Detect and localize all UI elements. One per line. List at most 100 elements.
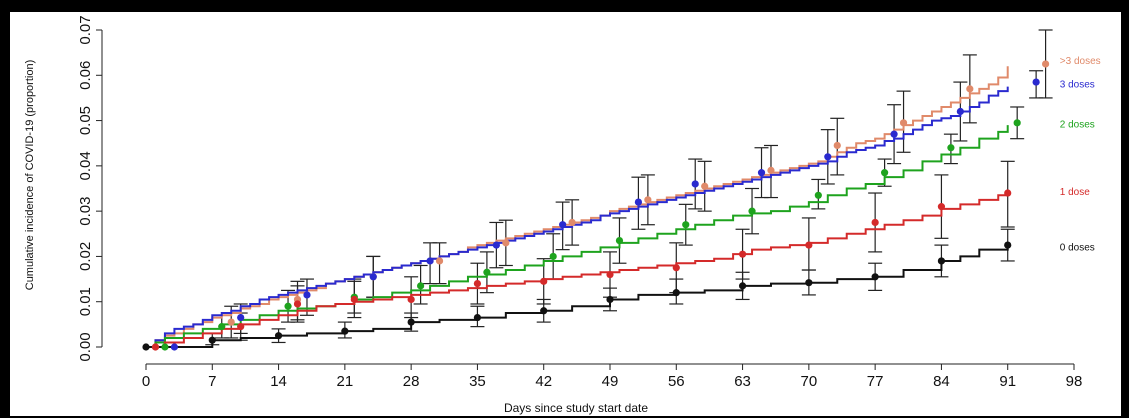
x-tick-label: 63 (734, 373, 751, 390)
data-point (738, 282, 747, 290)
y-tick-label: 0.04 (77, 151, 94, 180)
data-point (1041, 60, 1050, 68)
figure-panel: 0 7 14 21 28 35 42 49 56 63 70 77 84 91 98 0.00 0.01 0.02… (10, 12, 1121, 416)
data-point (284, 302, 292, 310)
data-point (274, 332, 283, 340)
x-tick-label: 56 (668, 373, 685, 390)
data-point (881, 169, 889, 177)
data-point (502, 239, 510, 247)
data-point (1013, 119, 1021, 127)
series-end-labels: >3 doses 3 doses 2 doses 1 dose 0 doses (1060, 56, 1101, 254)
data-point (833, 141, 841, 150)
data-point (426, 257, 434, 265)
y-tick-label: 0.03 (77, 197, 94, 226)
data-point (293, 300, 302, 308)
x-tick-label: 21 (337, 373, 354, 390)
data-point (748, 207, 756, 215)
data-point (407, 295, 415, 304)
series-line (146, 193, 1009, 348)
y-tick-label: 0.06 (77, 61, 94, 90)
series-label: 1 dose (1060, 187, 1090, 198)
series-label: 3 doses (1060, 79, 1095, 90)
data-point (218, 323, 226, 331)
y-tick-label: 0.00 (77, 332, 94, 361)
data-point (303, 291, 311, 299)
data-point (540, 307, 548, 315)
axes (96, 29, 1075, 370)
data-point (208, 336, 216, 344)
data-point (492, 241, 500, 249)
data-point (237, 313, 245, 322)
data-point (937, 203, 946, 211)
data-point (644, 196, 652, 204)
series-label: 0 doses (1060, 242, 1095, 253)
data-point (672, 264, 680, 272)
x-tick-label: 49 (602, 373, 619, 390)
data-point (237, 323, 245, 331)
x-tick-label: 14 (270, 373, 287, 390)
x-axis-title: Days since study start date (504, 401, 648, 415)
data-point (161, 343, 169, 351)
data-point (417, 282, 425, 290)
data-point (606, 295, 614, 304)
x-tick-label: 84 (933, 373, 950, 390)
y-tick-label: 0.01 (77, 287, 94, 316)
data-point (227, 318, 235, 326)
data-point (947, 144, 955, 152)
y-axis-title: Cumulative incidence of COVID-19 (propor… (24, 60, 36, 291)
series-label: >3 doses (1060, 56, 1101, 67)
data-point (805, 279, 813, 287)
data-point (549, 252, 557, 261)
data-point (151, 343, 160, 351)
y-tick-label: 0.05 (77, 106, 94, 135)
series-line (146, 125, 1009, 348)
x-tick-label: 42 (535, 373, 552, 390)
data-point (966, 85, 974, 93)
x-tick-label: 77 (867, 373, 884, 390)
data-point (142, 343, 150, 351)
data-point (757, 169, 766, 177)
data-point (559, 221, 567, 229)
data-point (473, 280, 482, 288)
data-point (890, 130, 898, 138)
data-point (634, 198, 643, 206)
y-tick-label: 0.07 (77, 15, 94, 44)
series-line (146, 66, 1009, 348)
chart-canvas: 0 7 14 21 28 35 42 49 56 63 70 77 84 91 98 0.00 0.01 0.02… (24, 15, 1101, 415)
x-tick-label: 35 (469, 373, 486, 390)
data-point (1004, 189, 1012, 197)
x-tick-label: 98 (1066, 373, 1083, 390)
data-point (350, 295, 358, 304)
tick-labels: 0 7 14 21 28 35 42 49 56 63 70 77 84 91 98 0.00 0.01 0.02… (77, 15, 1082, 390)
data-point (738, 250, 747, 258)
y-tick-label: 0.02 (77, 242, 94, 271)
data-point (767, 166, 775, 174)
series-line (146, 245, 1009, 348)
data-point (701, 182, 709, 190)
data-point (540, 277, 548, 285)
x-tick-label: 70 (801, 373, 818, 390)
data-point (899, 119, 908, 127)
x-tick-label: 28 (403, 373, 420, 390)
data-point (435, 257, 444, 265)
data-point (937, 257, 946, 265)
data-point (871, 218, 879, 227)
x-tick-label: 0 (142, 373, 150, 390)
data-point (814, 191, 822, 199)
data-point (682, 221, 690, 229)
series-label: 2 doses (1060, 119, 1095, 130)
data-point (615, 236, 624, 245)
data-point (369, 273, 377, 281)
data-point (805, 241, 813, 249)
data-point (483, 268, 491, 276)
data-point (1004, 241, 1012, 249)
series-lines (146, 66, 1009, 348)
error-bars (205, 29, 1053, 346)
data-point (606, 270, 614, 279)
data-point (691, 180, 699, 188)
data-point (341, 327, 349, 335)
data-point (473, 313, 482, 322)
x-tick-label: 91 (999, 373, 1016, 390)
series-points (142, 60, 1050, 351)
data-point (1032, 78, 1040, 86)
